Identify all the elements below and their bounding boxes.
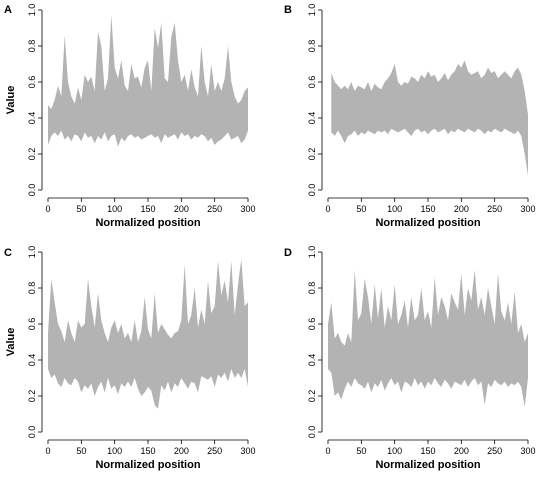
panel-b-y-tick-label: 0.6 [307,76,317,89]
panel-d-x-tick-label: 200 [454,446,469,456]
panel-b-x-tick-label: 300 [520,204,535,214]
panel-c-y-tick-label: 0.6 [27,318,37,331]
panel-b-y-tick-label: 0.0 [307,184,317,197]
panel-b-x-tick-label: 0 [325,204,330,214]
panel-c-y-tick-label: 0.4 [27,354,37,367]
panel-a-x-tick-label: 0 [45,204,50,214]
panel-b-x-tick-label: 100 [387,204,402,214]
panel-b-y-tick-label: 1.0 [307,4,317,17]
panel-d-y-tick-label: 0.8 [307,282,317,295]
panel-c-x-tick-label: 0 [45,446,50,456]
panel-a-x-tick-label: 150 [140,204,155,214]
panel-c-x-tick-label: 50 [76,446,86,456]
panel-c-x-tick-label: 100 [107,446,122,456]
panel-b-letter: B [284,4,292,16]
panel-a-y-tick-label: 0.2 [27,148,37,161]
panel-c-y-tick-label: 0.8 [27,282,37,295]
panel-c-x-tick-label: 200 [174,446,189,456]
panel-a-band [48,15,248,147]
panel-b-x-tick-label: 250 [487,204,502,214]
panel-c-y-tick-label: 1.0 [27,246,37,259]
panel-a-x-tick-label: 300 [240,204,255,214]
panel-b-x-tick-label: 50 [356,204,366,214]
panel-b-x-axis-title: Normalized position [375,217,480,229]
panel-d-x-tick-label: 0 [325,446,330,456]
panel-b-y-tick-label: 0.2 [307,148,317,161]
panel-a-x-axis-title: Normalized position [95,217,200,229]
panel-d-x-tick-label: 50 [356,446,366,456]
panel-a-y-tick-label: 1.0 [27,4,37,17]
panel-d-x-axis-title: Normalized position [375,459,480,471]
panel-d-band [328,270,528,407]
panel-c-band [48,259,248,409]
panel-d-y-tick-label: 0.4 [307,354,317,367]
panel-d-y-tick-label: 0.2 [307,390,317,403]
panel-a-letter: A [4,4,12,16]
panel-a-y-tick-label: 0.0 [27,184,37,197]
panel-c-letter: C [4,247,12,259]
panel-b-y-tick-label: 0.8 [307,40,317,53]
panel-c-x-axis-title: Normalized position [95,459,200,471]
panel-b-x-tick-label: 150 [420,204,435,214]
panel-d-x-tick-label: 250 [487,446,502,456]
panel-b-x-tick-label: 200 [454,204,469,214]
panel-c-x-tick-label: 300 [240,446,255,456]
panel-d-y-tick-label: 0.6 [307,318,317,331]
panel-d-y-tick-label: 0.0 [307,426,317,439]
panel-c-y-tick-label: 0.2 [27,390,37,403]
panel-a-x-tick-label: 50 [76,204,86,214]
panel-b-band [331,60,528,176]
panel-a-y-axis-title: Value [5,86,17,115]
panel-a-x-tick-label: 100 [107,204,122,214]
panel-a-x-tick-label: 250 [207,204,222,214]
panel-d-y-tick-label: 1.0 [307,246,317,259]
panel-d-x-tick-label: 150 [420,446,435,456]
panel-d-letter: D [284,247,292,259]
panel-a-x-tick-label: 200 [174,204,189,214]
panel-d-x-tick-label: 300 [520,446,535,456]
panel-c-x-tick-label: 150 [140,446,155,456]
panel-a-y-tick-label: 0.4 [27,112,37,125]
panel-b-y-tick-label: 0.4 [307,112,317,125]
panel-c-y-axis-title: Value [5,328,17,357]
panel-c-y-tick-label: 0.0 [27,426,37,439]
panel-c-x-tick-label: 250 [207,446,222,456]
panel-d-x-tick-label: 100 [387,446,402,456]
panel-a-y-tick-label: 0.6 [27,76,37,89]
panel-a-y-tick-label: 0.8 [27,40,37,53]
